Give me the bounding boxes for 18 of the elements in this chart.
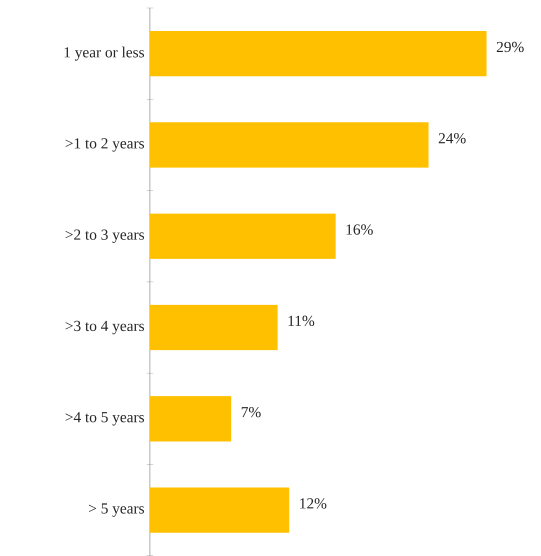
y-tick-label: 1 year or less [64, 46, 144, 61]
y-tick-label: > 5 years [89, 503, 144, 517]
bar [150, 30, 487, 76]
y-tick-label: >2 to 3 years [66, 230, 144, 243]
bar [150, 396, 232, 442]
data-label: 11% [288, 316, 314, 326]
data-label: 12% [300, 498, 327, 509]
data-label: 16% [346, 224, 373, 235]
data-label: 24% [438, 133, 466, 144]
y-tick-label: >1 to 2 years [66, 138, 144, 152]
bar [150, 214, 336, 259]
bar [150, 487, 290, 533]
y-tick-label: >4 to 5 years [66, 412, 144, 426]
bar [150, 122, 429, 168]
data-label: 7% [242, 406, 261, 418]
bar [150, 304, 278, 350]
data-label: 29% [496, 42, 524, 52]
y-tick-label: >3 to 4 years [66, 320, 144, 334]
